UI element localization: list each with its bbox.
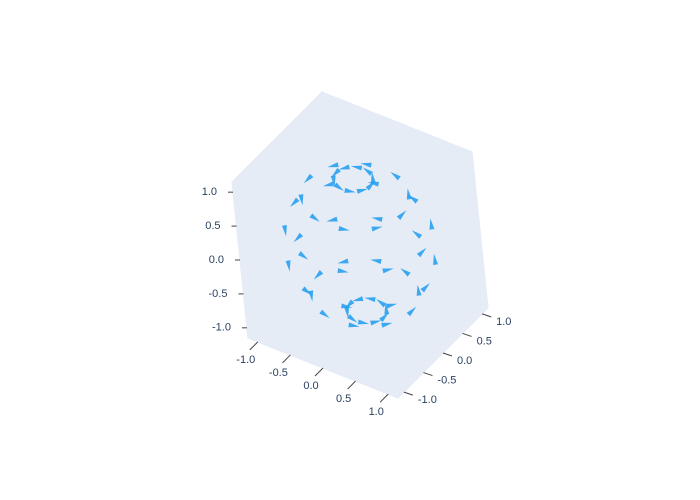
cone [381, 322, 393, 328]
cone [362, 167, 373, 176]
x-tick [379, 393, 389, 403]
z-tick-label: -0.5 [209, 288, 228, 300]
cone [331, 167, 341, 178]
cone [319, 309, 330, 319]
cone [326, 216, 338, 222]
cone [370, 171, 376, 184]
z-tick-label: 0.5 [205, 220, 220, 232]
cone [371, 226, 383, 232]
cone [400, 268, 411, 277]
cone [396, 210, 407, 220]
cone [384, 303, 390, 315]
cone [348, 322, 360, 328]
x-tick [249, 341, 259, 351]
scene-face [231, 90, 339, 340]
cone [309, 213, 320, 222]
cone [344, 306, 350, 319]
scene-face [381, 150, 489, 400]
y-tick [403, 391, 414, 396]
x-tick-label: 1.0 [369, 406, 384, 418]
cone [416, 284, 422, 296]
x-tick-label: 0.0 [303, 380, 318, 392]
cone [337, 268, 349, 273]
cone [367, 181, 379, 187]
cone [370, 259, 382, 264]
x-tick [347, 380, 356, 390]
y-tick-label: -0.5 [437, 374, 456, 386]
y-tick [481, 313, 492, 318]
cone [356, 188, 368, 194]
cone [364, 297, 376, 303]
cone [344, 299, 355, 309]
cone [370, 320, 382, 326]
cone [338, 164, 350, 170]
cone [293, 232, 304, 243]
cone [330, 175, 336, 187]
y-tick [442, 352, 453, 357]
cone [344, 187, 356, 193]
x-tick-label: -0.5 [269, 367, 288, 379]
y-tick [462, 332, 472, 337]
cone [385, 303, 398, 309]
cone [298, 194, 304, 206]
cone [416, 247, 427, 258]
y-tick-label: 0.0 [457, 355, 472, 367]
z-tick-label: -1.0 [212, 322, 231, 334]
cone [338, 226, 350, 231]
z-tick-label: 0.0 [209, 254, 224, 266]
cone [357, 319, 370, 325]
cone [420, 282, 431, 293]
cone [376, 298, 387, 308]
y-tick-label: 0.5 [477, 335, 492, 347]
cone [281, 225, 287, 237]
x-tick-label: 0.5 [336, 393, 351, 405]
cone [382, 268, 394, 274]
cone [406, 306, 417, 317]
cone [390, 171, 401, 181]
cone [308, 290, 314, 302]
cone [379, 312, 389, 323]
cone [285, 260, 291, 272]
cone [347, 314, 358, 323]
cone [352, 296, 364, 302]
cone [411, 230, 423, 239]
cone [297, 251, 309, 260]
cone [327, 162, 339, 168]
y-tick-label: -1.0 [418, 394, 437, 406]
cone [337, 258, 349, 264]
cone [333, 182, 344, 192]
cone [429, 218, 435, 230]
cone [313, 270, 324, 280]
cone [433, 253, 439, 265]
x-tick-label: -1.0 [236, 354, 255, 366]
cone [371, 217, 383, 222]
cone [350, 165, 363, 171]
x-tick [314, 367, 324, 377]
x-tick [282, 354, 291, 364]
cone [408, 195, 419, 204]
y-tick-label: 1.0 [496, 316, 511, 328]
cone [289, 197, 300, 208]
y-tick [423, 372, 433, 377]
cone [341, 303, 353, 309]
cone [303, 173, 314, 184]
cone [322, 181, 335, 187]
z-tick-label: 1.0 [202, 186, 217, 198]
cone [360, 162, 372, 168]
